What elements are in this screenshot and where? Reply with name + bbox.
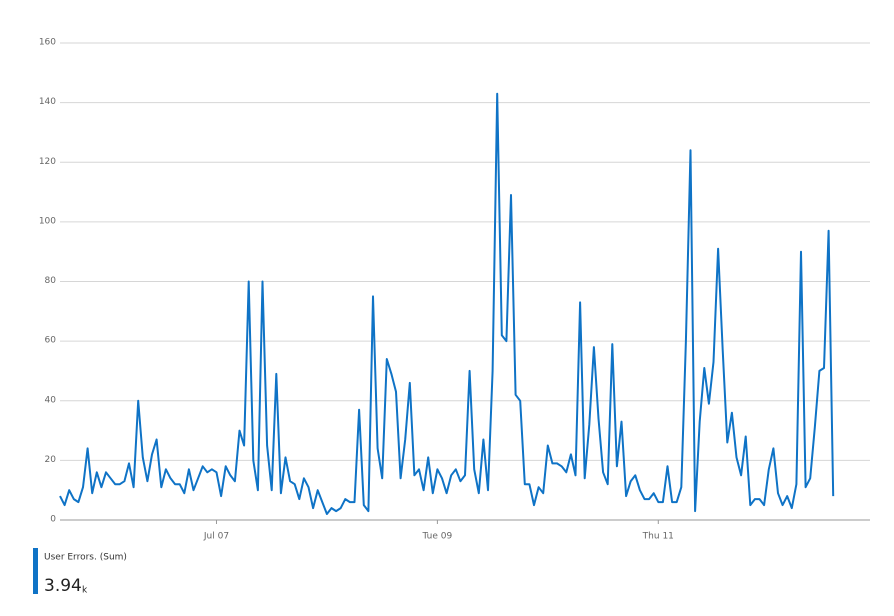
legend-swatch	[33, 548, 38, 594]
y-tick-label: 40	[45, 395, 57, 405]
y-tick-label: 120	[39, 157, 56, 167]
data-line	[59, 92, 835, 515]
y-tick-label: 100	[39, 216, 56, 226]
x-tick-label: Tue 09	[422, 532, 453, 542]
x-tick-label: Thu 11	[642, 532, 674, 542]
y-tick-label: 160	[39, 38, 56, 48]
legend-label: User Errors. (Sum)	[44, 553, 127, 563]
summary-value: 3.94	[44, 576, 82, 596]
y-tick-label: 20	[45, 455, 57, 465]
y-tick-label: 140	[39, 97, 56, 107]
summary-unit: k	[82, 586, 88, 596]
y-tick-label: 60	[45, 336, 57, 346]
y-tick-label: 80	[45, 276, 57, 286]
y-tick-label: 0	[50, 515, 56, 525]
x-tick-label: Jul 07	[203, 532, 229, 542]
